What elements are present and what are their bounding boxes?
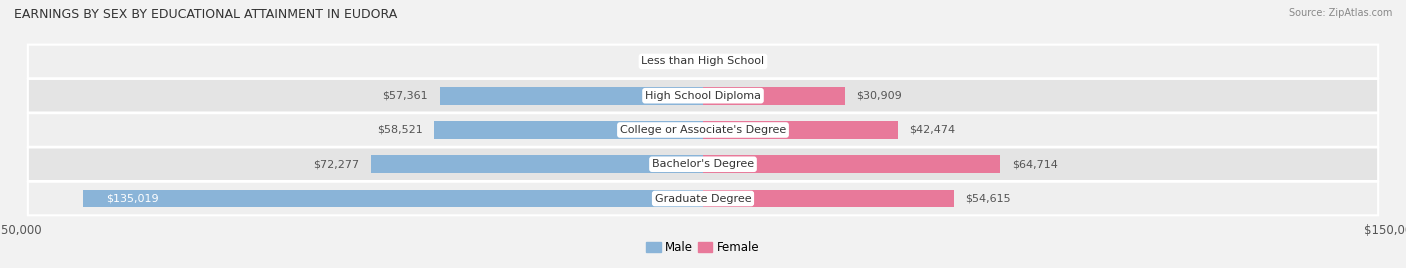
Text: Less than High School: Less than High School	[641, 57, 765, 66]
Text: $42,474: $42,474	[910, 125, 956, 135]
Legend: Male, Female: Male, Female	[641, 236, 765, 259]
Text: $135,019: $135,019	[105, 193, 159, 203]
Text: $57,361: $57,361	[382, 91, 427, 101]
Bar	[703, 155, 1000, 173]
Bar	[703, 121, 898, 139]
Bar	[440, 87, 703, 105]
Bar	[434, 121, 703, 139]
Text: $58,521: $58,521	[377, 125, 423, 135]
Text: High School Diploma: High School Diploma	[645, 91, 761, 101]
Text: $64,714: $64,714	[1012, 159, 1057, 169]
Text: Graduate Degree: Graduate Degree	[655, 193, 751, 203]
FancyBboxPatch shape	[28, 113, 1378, 147]
Bar	[371, 155, 703, 173]
Text: $72,277: $72,277	[314, 159, 360, 169]
Text: $30,909: $30,909	[856, 91, 903, 101]
FancyBboxPatch shape	[28, 147, 1378, 181]
Bar	[83, 189, 703, 207]
FancyBboxPatch shape	[28, 182, 1378, 215]
Text: $0: $0	[714, 57, 728, 66]
FancyBboxPatch shape	[28, 45, 1378, 78]
Bar	[703, 189, 953, 207]
Text: $54,615: $54,615	[966, 193, 1011, 203]
Text: College or Associate's Degree: College or Associate's Degree	[620, 125, 786, 135]
Text: Source: ZipAtlas.com: Source: ZipAtlas.com	[1288, 8, 1392, 18]
Text: EARNINGS BY SEX BY EDUCATIONAL ATTAINMENT IN EUDORA: EARNINGS BY SEX BY EDUCATIONAL ATTAINMEN…	[14, 8, 398, 21]
FancyBboxPatch shape	[28, 79, 1378, 113]
Text: $0: $0	[678, 57, 692, 66]
Text: Bachelor's Degree: Bachelor's Degree	[652, 159, 754, 169]
Bar	[703, 87, 845, 105]
